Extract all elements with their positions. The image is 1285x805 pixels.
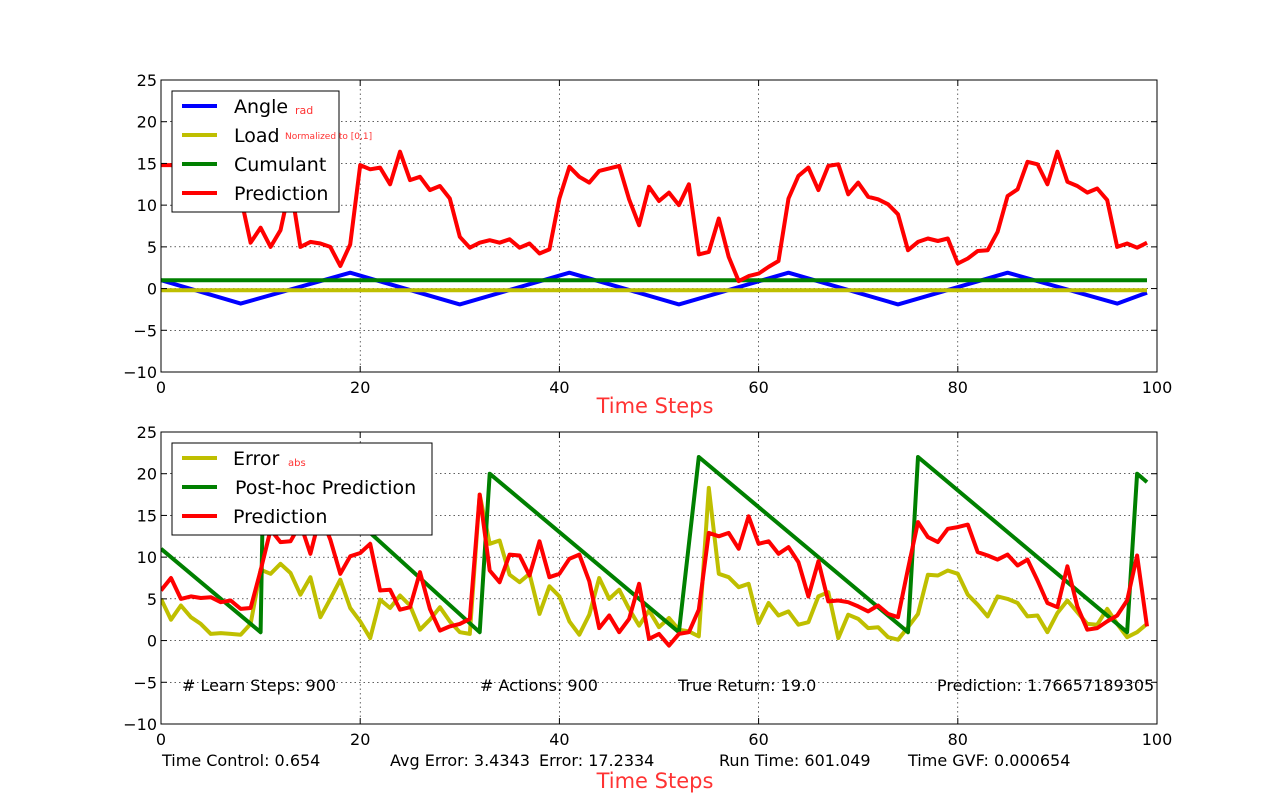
bottom-grid [161,432,1157,724]
top-ytick-label: 0 [147,280,157,299]
bottom-legend-label-prediction: Prediction [233,506,327,528]
top-ytick-label: 20 [137,113,157,132]
footer-stats: Time Control: 0.654 Avg Error: 3.4343 Er… [161,751,1070,770]
stat-time-gvf: Time GVF: 0.000654 [907,751,1070,770]
bottom-ytick-label: 10 [137,548,157,567]
stat-avg-error: Avg Error: 3.4343 [390,751,530,770]
top-x-axis-label: Time Steps [596,394,714,418]
stat-error: Error: 17.2334 [539,751,654,770]
bottom-x-axis-label: Time Steps [596,769,714,793]
top-ytick-label: 25 [137,71,157,90]
top-plot-frame [160,79,1158,373]
top-grid [161,80,1157,372]
annotation-learn-steps: # Learn Steps: 900 [182,676,336,695]
annotation-prediction: Prediction: 1.76657189305 [937,676,1154,695]
top-legend-sub-angle: rad [295,104,313,117]
bottom-ytick-label: 15 [137,506,157,525]
bottom-legend-sub-error: abs [288,458,306,469]
top-xtick-label: 40 [549,378,569,397]
top-xtick-label: 100 [1142,378,1173,397]
top-ytick-label: 15 [137,154,157,173]
top-legend-label-prediction: Prediction [234,183,328,205]
bottom-chart: −10 −5 0 5 10 15 20 25 0 20 40 60 80 100 Time Steps E… [123,423,1172,793]
stat-time-control: Time Control: 0.654 [161,751,320,770]
bottom-annotations: # Learn Steps: 900 # Actions: 900 True R… [182,676,1154,695]
bottom-ticks: −10 −5 0 5 10 15 20 25 0 20 40 60 80 100 [123,423,1172,749]
bottom-legend-label-posthoc: Post-hoc Prediction [235,477,416,499]
bottom-xtick-label: 0 [156,730,166,749]
annotation-true-return: True Return: 19.0 [677,676,816,695]
top-xtick-label: 0 [156,378,166,397]
top-legend-label-angle: Angle [234,96,288,118]
bottom-xtick-label: 40 [549,730,569,749]
top-ytick-label: −5 [133,321,157,340]
top-ytick-label: −10 [123,363,157,382]
annotation-actions: # Actions: 900 [480,676,598,695]
bottom-legend-label-error: Error [233,448,280,470]
top-legend-label-cumulant: Cumulant [234,154,326,176]
top-legend-sub-load: Normalized to [0,1] [285,132,372,142]
bottom-ytick-label: −5 [133,673,157,692]
bottom-ytick-label: −10 [123,715,157,734]
bottom-xtick-label: 20 [350,730,370,749]
bottom-xtick-label: 60 [748,730,768,749]
bottom-ytick-label: 0 [147,632,157,651]
top-series [161,149,1148,307]
bottom-legend: Error abs Post-hoc Prediction Prediction [171,442,433,536]
top-xtick-label: 60 [748,378,768,397]
bottom-xtick-label: 80 [948,730,968,749]
top-legend: Angle rad Load Normalized to [0,1] Cumul… [171,90,372,213]
top-series-angle-line [161,270,1148,307]
top-xtick-label: 20 [350,378,370,397]
top-ytick-label: 10 [137,196,157,215]
bottom-ytick-label: 20 [137,465,157,484]
bottom-ytick-label: 5 [147,590,157,609]
top-ticks: −10 −5 0 5 10 15 20 25 0 20 40 60 80 100 [123,71,1172,397]
top-legend-label-load: Load [234,125,280,147]
top-xtick-label: 80 [948,378,968,397]
top-ytick-label: 5 [147,238,157,257]
bottom-ytick-label: 25 [137,423,157,442]
bottom-series-error-line [161,485,1149,642]
bottom-xtick-label: 100 [1142,730,1173,749]
stat-run-time: Run Time: 601.049 [719,751,871,770]
top-chart: −10 −5 0 5 10 15 20 25 0 20 40 60 80 100 Time Steps A… [123,71,1172,418]
bottom-plot-frame [160,431,1158,725]
top-series-prediction-line [161,149,1148,284]
